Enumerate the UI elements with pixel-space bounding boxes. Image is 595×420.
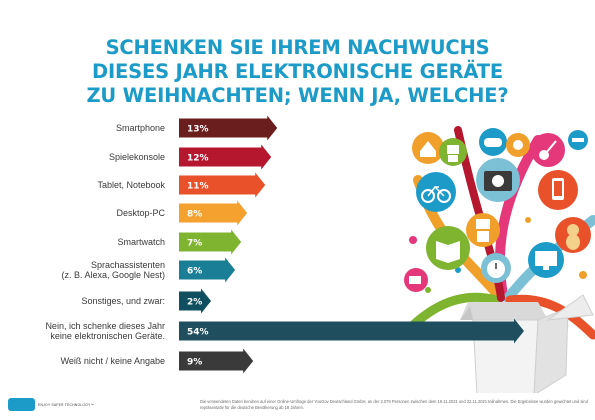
category-label-line: Desktop-PC [116, 208, 165, 218]
gamepad-icon [479, 128, 507, 156]
bar [179, 288, 212, 314]
category-label-line: Tablet, Notebook [97, 180, 165, 190]
sun-icon [506, 133, 530, 157]
footer: ENJOY SAFER TECHNOLOGY™ Die verwendeten … [0, 393, 595, 420]
logo-tagline: ENJOY SAFER TECHNOLOGY™ [38, 402, 95, 407]
bar [179, 172, 266, 198]
category-label-line: Sprachassistenten [91, 260, 165, 270]
bar [179, 115, 278, 141]
bar [179, 144, 272, 170]
data-label: 2% [187, 298, 202, 308]
bar [179, 229, 242, 255]
bar [179, 200, 248, 226]
data-label: 8% [187, 210, 202, 220]
title-line: DIESES JAHR ELEKTRONISCHE GERÄTE [91, 60, 503, 83]
robot-icon [439, 138, 467, 166]
bar [179, 257, 236, 283]
data-label: 9% [187, 358, 202, 368]
chart-title: SCHENKEN SIE IHREM NACHWUCHS DIESES JAHR… [0, 36, 595, 108]
category-label-line: Spielekonsole [109, 152, 165, 162]
category-label: Weiß nicht / keine Angabe [61, 356, 165, 366]
guitar-icon [531, 133, 565, 167]
title-line: SCHENKEN SIE IHREM NACHWUCHS [105, 36, 490, 59]
category-label: Tablet, Notebook [97, 180, 165, 190]
category-label-line: Nein, ich schenke dieses Jahr [45, 321, 165, 331]
category-label: Smartwatch [117, 237, 165, 247]
data-label: 6% [187, 267, 202, 277]
drone-icon [568, 130, 588, 150]
teddy-bear-icon [555, 217, 591, 253]
bar [179, 318, 524, 344]
category-label-line: Sonstiges, und zwar: [81, 296, 165, 306]
data-label: 11% [187, 182, 209, 192]
data-label: 12% [187, 154, 209, 164]
camcorder-icon [404, 268, 428, 292]
book-icon [426, 226, 470, 270]
category-label: Sonstiges, und zwar: [81, 296, 165, 306]
category-label-line: Smartphone [116, 123, 165, 133]
category-label: Spielekonsole [109, 152, 165, 162]
camera-icon [476, 158, 520, 202]
eset-logo: ENJOY SAFER TECHNOLOGY™ [8, 398, 94, 411]
data-label: 54% [187, 328, 209, 338]
monitor-icon [528, 242, 564, 278]
category-label-line: Smartwatch [117, 237, 165, 247]
title-line: ZU WEIHNACHTEN; WENN JA, WELCHE? [86, 84, 509, 107]
house-icon [412, 132, 444, 164]
icon-bubbles [404, 128, 591, 292]
category-label: Smartphone [116, 123, 165, 133]
category-label: Sprachassistenten (z. B. Alexa, Google Ne… [61, 260, 165, 280]
robot-icon [466, 213, 500, 247]
footnote: Die verwendeten Daten beruhen auf einer … [200, 399, 588, 410]
category-label-line: (z. B. Alexa, Google Nest) [61, 270, 165, 280]
alarm-clock-icon [481, 253, 511, 283]
data-label: 13% [187, 125, 209, 135]
bar [179, 348, 254, 374]
category-label: Nein, ich schenke dieses Jahr keine elekt… [45, 321, 165, 341]
logo-mark [8, 398, 35, 411]
category-label: Desktop-PC [116, 208, 165, 218]
phone-icon [538, 170, 578, 210]
category-label-line: keine elektronischen Geräte. [50, 331, 165, 341]
bicycle-icon [416, 172, 456, 212]
data-label: 7% [187, 239, 202, 249]
category-label-line: Weiß nicht / keine Angabe [61, 356, 165, 366]
